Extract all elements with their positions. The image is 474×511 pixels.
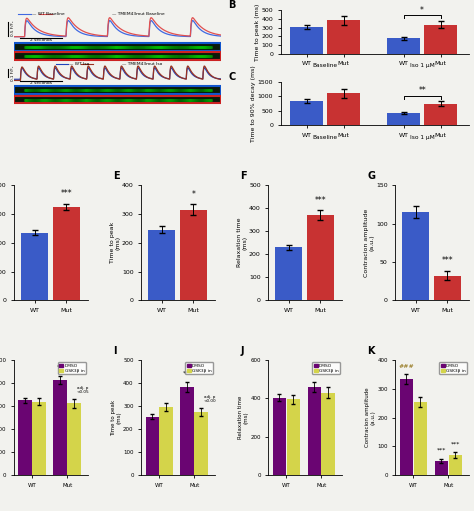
Text: adj. p
<0.00: adj. p <0.00 [204,395,216,403]
Y-axis label: Contracion amplitude
(a.u.): Contracion amplitude (a.u.) [365,388,376,448]
Bar [321,393,335,475]
Legend: DMSO, GSK3β in: DMSO, GSK3β in [185,362,213,374]
Y-axis label: Time to peak
(ms): Time to peak (ms) [111,400,122,436]
Text: Iso 1 μM: Iso 1 μM [410,135,435,140]
Bar [308,387,321,475]
Bar [194,412,208,475]
Text: F: F [240,171,247,181]
Bar [180,210,207,300]
Bar [387,113,420,125]
Bar [54,380,67,475]
Bar [400,379,413,475]
Bar [67,403,81,475]
Y-axis label: Time to peak (ms): Time to peak (ms) [255,3,260,61]
Bar [275,247,302,300]
Text: ###: ### [399,364,414,369]
Bar [14,86,221,94]
Bar [290,101,323,125]
Text: G: G [367,171,375,181]
Bar [424,104,457,125]
Text: K: K [367,346,375,356]
Bar [434,276,461,300]
Text: ***: *** [60,189,72,198]
Y-axis label: Time to peak
(ms): Time to peak (ms) [109,222,120,263]
Text: — TMEM43mut Baseline: — TMEM43mut Baseline [112,12,164,16]
Text: ***: *** [442,257,453,265]
Text: 2 seconds: 2 seconds [30,38,52,42]
Text: — WT Baseline: — WT Baseline [32,12,64,16]
Text: **: ** [418,86,426,96]
Bar [327,20,360,54]
Bar [181,387,194,475]
Text: 2 seconds: 2 seconds [30,81,52,85]
Bar [159,407,173,475]
Bar [148,230,175,300]
Text: J: J [240,346,244,356]
Bar [448,455,462,475]
Bar [287,400,300,475]
Text: **: ** [57,365,63,370]
Bar [290,27,323,54]
Text: B: B [228,0,236,10]
Y-axis label: Relaxation time
(ms): Relaxation time (ms) [238,396,249,439]
Bar [146,416,159,475]
Text: *: * [191,190,195,199]
Text: I: I [113,346,117,356]
Bar [414,402,427,475]
Text: — TMEM43mut Iso: — TMEM43mut Iso [122,62,162,66]
Text: 0.1 F/F₀: 0.1 F/F₀ [11,65,15,81]
Text: Baseline: Baseline [312,63,337,68]
Bar [53,207,80,300]
Bar [21,233,48,300]
Bar [14,96,221,103]
Y-axis label: Contracion amplitude
(a.u.): Contracion amplitude (a.u.) [364,208,375,277]
Legend: DMSO, GSK3β in: DMSO, GSK3β in [312,362,340,374]
Bar [424,25,457,54]
Bar [307,215,334,300]
Bar [18,401,32,475]
Legend: DMSO, GSK3β in: DMSO, GSK3β in [439,362,467,374]
Bar [327,94,360,125]
Text: Iso 1 μM: Iso 1 μM [410,63,435,68]
Text: ***: *** [437,448,446,453]
Y-axis label: Relaxation time
(ms): Relaxation time (ms) [237,218,247,267]
Bar [14,43,221,51]
Bar [402,212,429,300]
Legend: DMSO, GSK3β in: DMSO, GSK3β in [58,362,86,374]
Text: E: E [113,171,120,181]
Bar [387,38,420,54]
Bar [32,402,46,475]
Text: adj. p
<0.05: adj. p <0.05 [77,386,89,394]
Text: Baseline: Baseline [312,135,337,140]
Text: ***: *** [182,371,192,376]
Text: — WT Iso: — WT Iso [69,62,90,66]
Bar [273,398,286,475]
Text: 0.5 F/F₀: 0.5 F/F₀ [11,21,15,36]
Text: ***: *** [451,442,460,447]
Y-axis label: Time to 90% decay (ms): Time to 90% decay (ms) [251,65,256,142]
Text: *: * [420,6,424,15]
Bar [14,52,221,60]
Text: ***: *** [315,196,326,205]
Text: C: C [228,72,235,82]
Bar [435,461,448,475]
